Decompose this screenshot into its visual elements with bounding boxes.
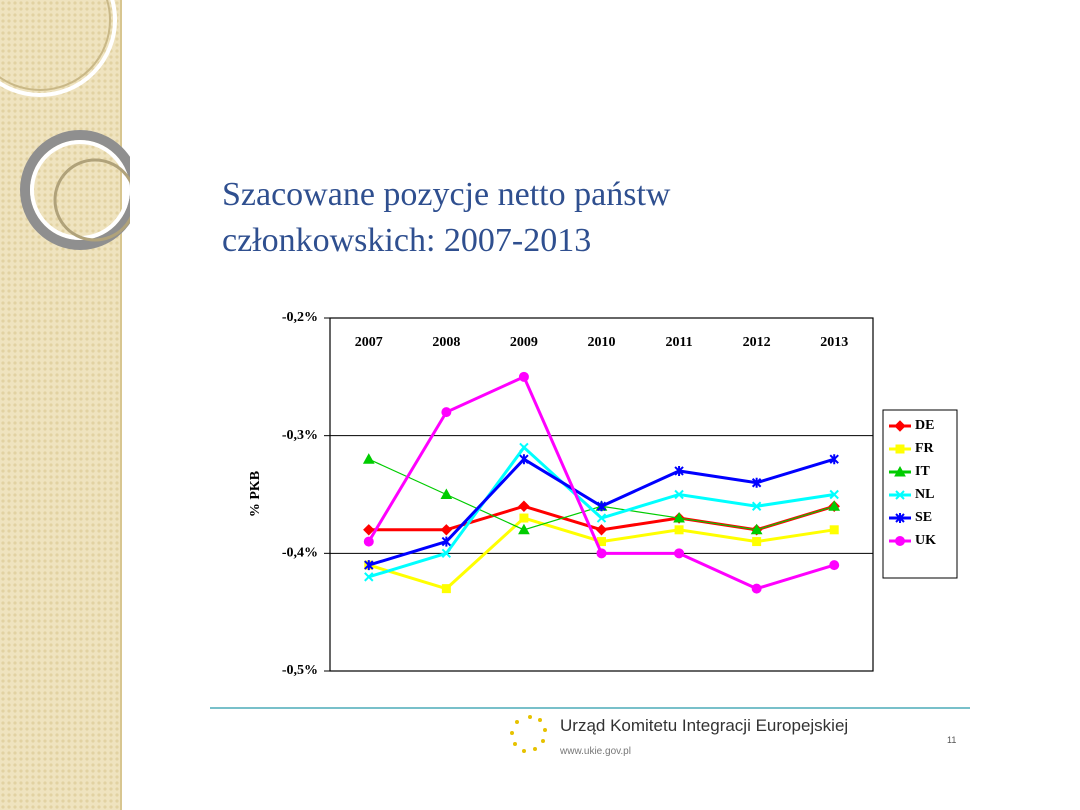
marker	[750, 523, 763, 535]
series	[362, 453, 841, 535]
marker	[441, 548, 452, 559]
marker	[674, 525, 684, 535]
legend-marker	[895, 490, 905, 500]
marker	[595, 500, 608, 511]
legend-marker	[894, 420, 906, 432]
x-tick-label: 2010	[588, 335, 616, 350]
legend-marker	[895, 536, 905, 546]
legend-label: UK	[915, 533, 936, 548]
marker	[440, 524, 453, 536]
marker	[829, 489, 839, 500]
marker	[828, 500, 841, 511]
marker	[673, 512, 685, 524]
x-tick-label: 2012	[743, 335, 771, 350]
marker	[518, 500, 530, 512]
marker	[519, 513, 529, 523]
marker	[595, 524, 608, 536]
x-tick-label: 2007	[355, 335, 383, 350]
marker	[674, 548, 685, 559]
series	[364, 442, 839, 582]
y-tick-label: -0,4%	[282, 546, 318, 561]
series-line	[368, 445, 835, 579]
slide-title: Szacowane pozycje netto państw członkows…	[222, 176, 671, 259]
decorative-strip	[0, 0, 130, 810]
marker	[596, 513, 607, 523]
marker	[597, 537, 606, 547]
plot-frame	[329, 317, 874, 672]
legend-box	[882, 409, 958, 579]
y-tick-label: -0,3%	[282, 428, 318, 443]
series-line	[368, 516, 835, 591]
legend-label: NL	[915, 487, 934, 502]
marker	[829, 525, 839, 535]
marker	[441, 584, 451, 594]
y-tick-label: -0,5%	[282, 663, 318, 678]
marker	[596, 548, 607, 559]
series	[364, 513, 839, 594]
series-line	[368, 504, 835, 532]
series-line	[367, 374, 835, 591]
y-tick-label: -0,2%	[282, 310, 318, 325]
marker	[673, 512, 685, 523]
marker	[674, 465, 684, 476]
marker	[751, 583, 762, 594]
y-axis-label: % PKB	[248, 471, 263, 517]
marker	[441, 536, 452, 547]
logo	[510, 715, 547, 753]
marker	[363, 536, 374, 547]
series-line	[368, 457, 835, 567]
legend-label: IT	[915, 464, 930, 479]
footer-url: www.ukie.gov.pl	[560, 746, 631, 757]
marker	[364, 560, 374, 570]
x-tick-label: 2011	[665, 335, 692, 350]
marker	[518, 523, 530, 535]
series	[363, 371, 840, 594]
legend-label: FR	[915, 441, 935, 456]
series	[364, 454, 839, 571]
marker	[363, 524, 375, 536]
marker	[751, 501, 762, 511]
legend-marker	[895, 444, 905, 454]
marker	[751, 477, 762, 488]
marker	[596, 501, 607, 512]
marker	[518, 371, 529, 382]
marker	[440, 488, 453, 499]
marker	[828, 500, 840, 512]
series	[363, 500, 840, 536]
marker	[362, 453, 375, 464]
marker	[519, 442, 529, 453]
legend-label: SE	[915, 510, 932, 525]
marker	[519, 454, 529, 465]
x-tick-label: 2008	[432, 335, 460, 350]
legend-marker	[895, 513, 905, 523]
marker	[829, 560, 840, 571]
marker	[829, 454, 839, 465]
page-number: 11	[947, 735, 957, 745]
marker	[364, 572, 374, 582]
marker	[752, 537, 762, 547]
x-tick-label: 2013	[820, 335, 848, 350]
marker	[441, 407, 452, 418]
footer-organization: Urząd Komitetu Integracji Europejskiej	[560, 716, 849, 735]
legend-label: DE	[915, 418, 934, 433]
marker	[674, 489, 684, 500]
marker	[364, 560, 374, 571]
x-tick-label: 2009	[510, 335, 538, 350]
legend-marker	[894, 465, 906, 477]
marker	[750, 524, 763, 536]
series-line	[368, 458, 835, 531]
